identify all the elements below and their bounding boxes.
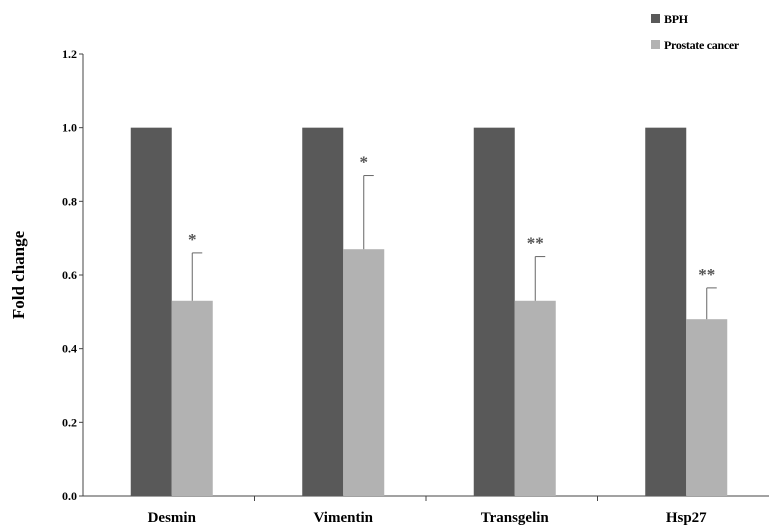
y-axis-title: Fold change (9, 230, 28, 319)
x-tick-label: Desmin (148, 510, 197, 526)
legend: BPH Prostate cancer (651, 12, 740, 52)
bar-bph (645, 127, 687, 497)
significance-marker: ** (527, 234, 544, 253)
x-tick-label: Vimentin (314, 510, 374, 526)
y-tick-label: 0.2 (62, 415, 77, 429)
legend-label-prostate-cancer: Prostate cancer (664, 38, 740, 52)
bar-prostate-cancer (686, 319, 728, 496)
significance-group: ****** (188, 153, 715, 284)
y-tick-label: 0.4 (62, 342, 77, 356)
bar-bph (473, 127, 515, 497)
y-tick-label: 1.0 (62, 121, 77, 135)
y-ticks-group: 0.0 0.2 0.4 0.6 0.8 1.0 1.2 (62, 47, 83, 503)
bar-bph (130, 127, 172, 497)
x-tick-label: Transgelin (481, 510, 550, 526)
legend-swatch-bph (651, 14, 660, 23)
y-tick-label: 0.8 (62, 194, 77, 208)
y-tick-label: 0.0 (62, 489, 77, 503)
legend-swatch-prostate-cancer (651, 40, 660, 49)
legend-label-bph: BPH (664, 12, 689, 26)
significance-marker: * (360, 153, 369, 172)
bar-prostate-cancer (343, 249, 385, 496)
bar-prostate-cancer (514, 300, 556, 496)
bar-prostate-cancer (171, 300, 213, 496)
significance-marker: * (188, 230, 197, 249)
x-ticks-group: Desmin Vimentin Transgelin Hsp27 (148, 496, 707, 526)
y-tick-label: 1.2 (62, 47, 77, 61)
bars-group (130, 127, 728, 497)
y-tick-label: 0.6 (62, 268, 77, 282)
significance-marker: ** (698, 265, 715, 284)
bar-bph (302, 127, 344, 497)
error-bars-group (191, 175, 717, 320)
x-tick-label: Hsp27 (666, 510, 707, 526)
